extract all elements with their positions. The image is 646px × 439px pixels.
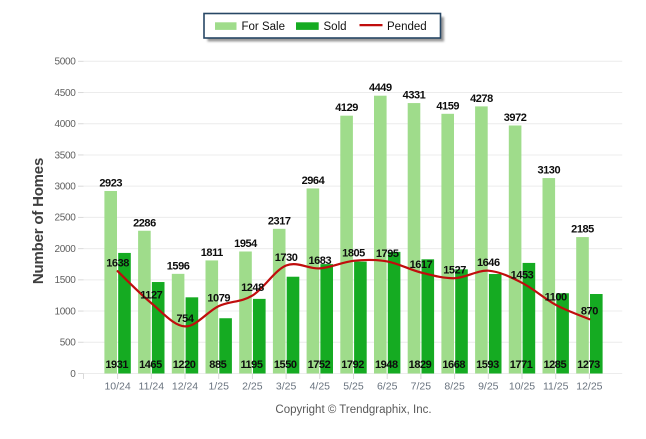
svg-text:10/24: 10/24 — [104, 381, 130, 393]
svg-text:1220: 1220 — [173, 359, 196, 371]
svg-text:1195: 1195 — [240, 359, 262, 371]
svg-text:1638: 1638 — [106, 258, 129, 270]
svg-text:4159: 4159 — [436, 100, 459, 112]
svg-text:1273: 1273 — [577, 359, 600, 371]
svg-text:11/25: 11/25 — [543, 381, 569, 393]
svg-text:1752: 1752 — [308, 359, 331, 371]
svg-text:1795: 1795 — [376, 248, 399, 260]
svg-text:1453: 1453 — [511, 269, 534, 281]
svg-text:1465: 1465 — [139, 359, 162, 371]
svg-text:3/25: 3/25 — [276, 381, 297, 393]
svg-text:1792: 1792 — [341, 359, 364, 371]
svg-text:4/25: 4/25 — [310, 381, 331, 393]
svg-text:500: 500 — [60, 338, 77, 349]
svg-text:1079: 1079 — [207, 293, 230, 305]
svg-text:11/24: 11/24 — [139, 381, 165, 393]
svg-text:2964: 2964 — [302, 175, 326, 187]
svg-text:1771: 1771 — [510, 359, 533, 371]
svg-text:1527: 1527 — [443, 265, 466, 277]
svg-text:4449: 4449 — [369, 82, 392, 94]
svg-text:2000: 2000 — [54, 244, 76, 255]
svg-text:1683: 1683 — [308, 255, 331, 267]
svg-text:Sold: Sold — [324, 21, 347, 33]
svg-text:10/25: 10/25 — [509, 381, 535, 393]
svg-text:1646: 1646 — [477, 257, 500, 269]
svg-text:8/25: 8/25 — [444, 381, 465, 393]
svg-text:1000: 1000 — [54, 306, 76, 317]
svg-text:2500: 2500 — [54, 213, 76, 224]
svg-text:3000: 3000 — [54, 181, 76, 192]
svg-text:870: 870 — [581, 306, 598, 318]
svg-text:2286: 2286 — [133, 217, 156, 229]
svg-text:1954: 1954 — [234, 238, 258, 250]
svg-text:1730: 1730 — [275, 252, 298, 264]
svg-text:2317: 2317 — [268, 215, 291, 227]
svg-text:1829: 1829 — [409, 359, 432, 371]
svg-text:1617: 1617 — [410, 259, 433, 271]
svg-text:Pended: Pended — [387, 21, 427, 33]
svg-text:1668: 1668 — [442, 359, 465, 371]
svg-text:5000: 5000 — [54, 57, 76, 68]
svg-text:0: 0 — [70, 369, 76, 380]
svg-text:12/25: 12/25 — [576, 381, 602, 393]
svg-text:1100: 1100 — [545, 291, 567, 303]
svg-text:3972: 3972 — [504, 112, 527, 124]
svg-text:For Sale: For Sale — [242, 21, 285, 33]
svg-text:5/25: 5/25 — [343, 381, 364, 393]
svg-text:1127: 1127 — [140, 290, 162, 302]
svg-text:7/25: 7/25 — [411, 381, 432, 393]
svg-text:754: 754 — [176, 313, 194, 325]
svg-text:4000: 4000 — [54, 119, 76, 130]
svg-text:2185: 2185 — [571, 224, 594, 236]
svg-text:4331: 4331 — [403, 90, 426, 102]
svg-text:2923: 2923 — [99, 177, 122, 189]
svg-text:2/25: 2/25 — [242, 381, 263, 393]
svg-text:6/25: 6/25 — [377, 381, 398, 393]
svg-text:4278: 4278 — [470, 93, 493, 105]
svg-text:1285: 1285 — [543, 359, 566, 371]
svg-text:Copyright © Trendgraphix, Inc.: Copyright © Trendgraphix, Inc. — [275, 404, 431, 416]
svg-text:1948: 1948 — [375, 359, 398, 371]
svg-text:885: 885 — [209, 359, 226, 371]
svg-text:1550: 1550 — [274, 359, 297, 371]
svg-text:1248: 1248 — [241, 282, 264, 294]
svg-text:1805: 1805 — [342, 247, 365, 259]
svg-text:1500: 1500 — [54, 275, 76, 286]
svg-text:4129: 4129 — [335, 102, 358, 114]
svg-text:3130: 3130 — [537, 165, 560, 177]
svg-text:1811: 1811 — [201, 247, 223, 259]
svg-text:3500: 3500 — [54, 150, 76, 161]
svg-text:1593: 1593 — [476, 359, 499, 371]
svg-text:Number of Homes: Number of Homes — [30, 158, 47, 284]
svg-text:1596: 1596 — [167, 260, 190, 272]
svg-text:12/24: 12/24 — [172, 381, 198, 393]
svg-text:1931: 1931 — [105, 359, 128, 371]
svg-text:1/25: 1/25 — [208, 381, 229, 393]
svg-text:4500: 4500 — [54, 88, 76, 99]
svg-text:9/25: 9/25 — [478, 381, 499, 393]
